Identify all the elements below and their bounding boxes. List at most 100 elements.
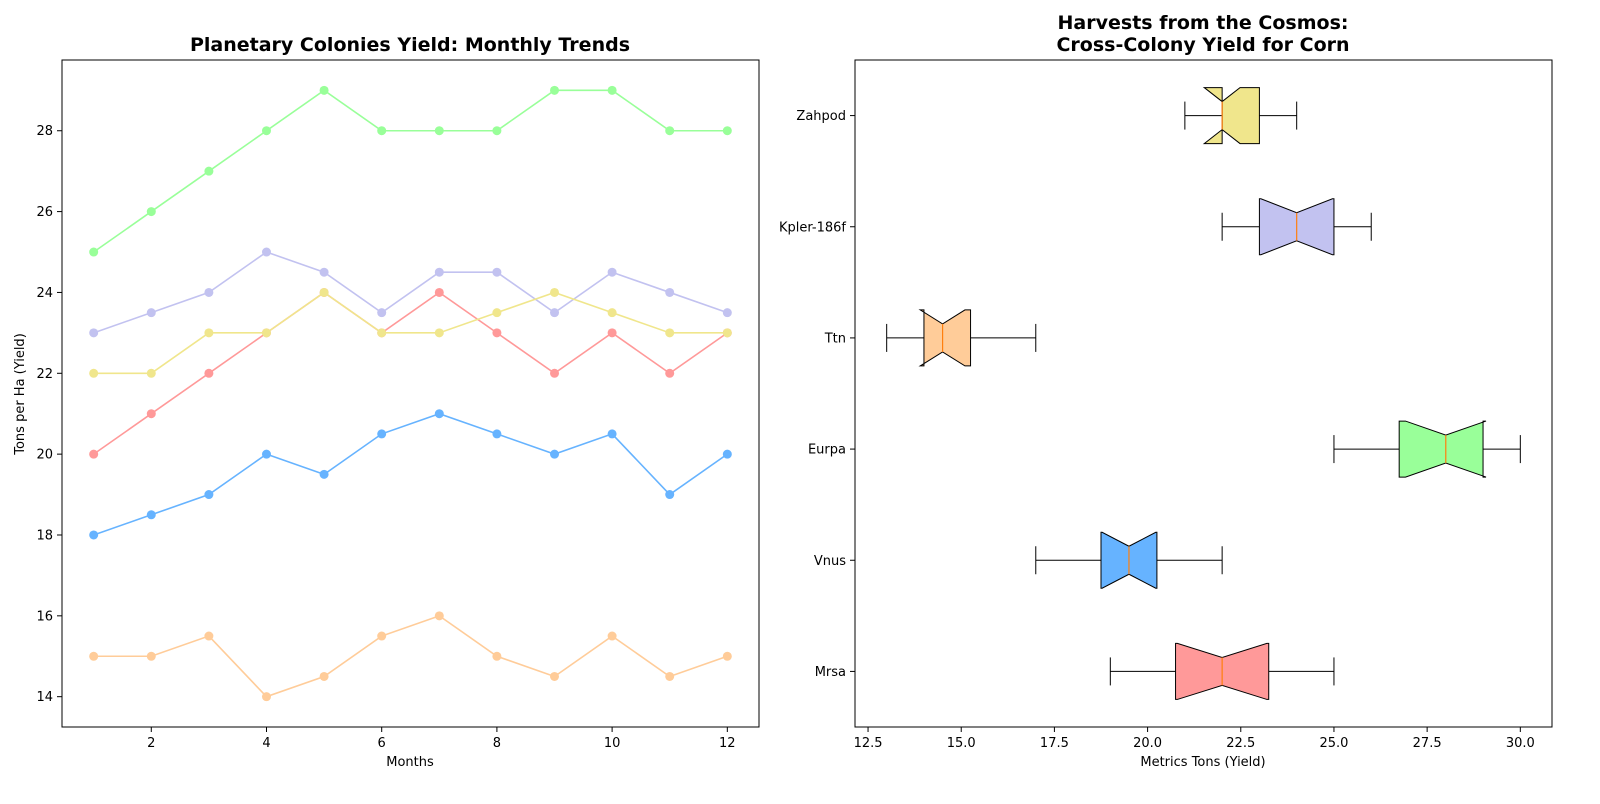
y-tick-label: 18 bbox=[36, 528, 53, 543]
data-point bbox=[146, 409, 156, 419]
y-tick-label: 26 bbox=[36, 205, 53, 220]
data-point bbox=[722, 308, 732, 318]
x-tick-label: 4 bbox=[262, 736, 270, 751]
x-tick-label: 8 bbox=[493, 736, 501, 751]
data-point bbox=[607, 631, 617, 641]
x-tick-label: 22.5 bbox=[1226, 736, 1255, 751]
box-y-ticks: Mrsa Vnus Eurpa Ttn Kpler-186f Zahpod bbox=[779, 109, 855, 680]
box-x-axis-label: Metrics Tons (Yield) bbox=[1140, 755, 1265, 770]
data-point bbox=[377, 429, 387, 439]
data-point bbox=[722, 328, 732, 338]
series-line bbox=[93, 291, 728, 455]
data-point bbox=[204, 631, 214, 641]
line-series-2 bbox=[89, 409, 732, 540]
data-point bbox=[204, 166, 214, 176]
box-zahpod bbox=[1184, 87, 1298, 145]
data-point bbox=[607, 308, 617, 318]
y-tick-label: 16 bbox=[36, 609, 53, 624]
data-point bbox=[261, 692, 271, 702]
box-kpler-186f bbox=[1221, 198, 1372, 256]
data-point bbox=[665, 490, 675, 500]
data-point bbox=[550, 449, 560, 459]
x-tick-label: 20.0 bbox=[1133, 736, 1162, 751]
y-tick-label: Eurpa bbox=[808, 443, 846, 458]
box-chart-title-line2: Cross-Colony Yield for Corn bbox=[1056, 34, 1349, 56]
box-chart-title-line1: Harvests from the Cosmos: bbox=[1058, 12, 1349, 34]
data-point bbox=[434, 267, 444, 277]
data-point bbox=[146, 510, 156, 520]
data-point bbox=[261, 328, 271, 338]
data-point bbox=[492, 328, 502, 338]
x-tick-label: 12.5 bbox=[854, 736, 883, 751]
data-point bbox=[722, 651, 732, 661]
data-point bbox=[492, 267, 502, 277]
data-point bbox=[204, 368, 214, 378]
series-line bbox=[93, 291, 728, 375]
data-point bbox=[89, 328, 99, 338]
line-series-6 bbox=[89, 287, 732, 378]
data-point bbox=[434, 287, 444, 297]
box-plot-frame bbox=[854, 59, 1553, 728]
box-mrsa bbox=[1109, 642, 1335, 700]
data-point bbox=[146, 308, 156, 318]
y-tick-label: 28 bbox=[36, 124, 53, 139]
data-point bbox=[261, 247, 271, 257]
line-y-ticks: 14 16 18 20 22 24 26 28 bbox=[36, 124, 62, 705]
data-point bbox=[89, 651, 99, 661]
data-point bbox=[146, 368, 156, 378]
line-x-ticks: 2 4 6 8 10 12 bbox=[147, 727, 736, 751]
data-point bbox=[434, 126, 444, 136]
data-point bbox=[377, 308, 387, 318]
data-point bbox=[607, 267, 617, 277]
line-series-1 bbox=[89, 287, 732, 459]
x-tick-label: 15.0 bbox=[947, 736, 976, 751]
data-point bbox=[550, 85, 560, 95]
data-point bbox=[377, 631, 387, 641]
x-tick-label: 30.0 bbox=[1506, 736, 1535, 751]
data-point bbox=[434, 328, 444, 338]
data-point bbox=[204, 490, 214, 500]
line-plot-frame bbox=[61, 59, 760, 728]
data-point bbox=[319, 267, 329, 277]
series-line bbox=[93, 614, 728, 698]
line-series-group bbox=[89, 85, 732, 702]
data-point bbox=[319, 671, 329, 681]
line-series-3 bbox=[89, 85, 732, 257]
line-x-axis-label: Months bbox=[386, 755, 434, 770]
y-tick-label: Ttn bbox=[824, 331, 846, 346]
data-point bbox=[204, 287, 214, 297]
data-point bbox=[377, 126, 387, 136]
series-line bbox=[93, 412, 728, 536]
box-eurpa bbox=[1333, 420, 1521, 478]
data-point bbox=[492, 126, 502, 136]
data-point bbox=[146, 651, 156, 661]
data-point bbox=[434, 611, 444, 621]
box-vnus bbox=[1035, 531, 1223, 589]
data-point bbox=[722, 449, 732, 459]
data-point bbox=[550, 671, 560, 681]
y-tick-label: 14 bbox=[36, 690, 53, 705]
data-point bbox=[550, 368, 560, 378]
data-point bbox=[607, 328, 617, 338]
x-tick-label: 25.0 bbox=[1319, 736, 1348, 751]
x-tick-label: 12 bbox=[719, 736, 736, 751]
data-point bbox=[319, 85, 329, 95]
y-tick-label: 20 bbox=[36, 448, 53, 463]
line-chart: Planetary Colonies Yield: Monthly Trends… bbox=[13, 34, 760, 770]
data-point bbox=[434, 409, 444, 419]
notched-box bbox=[1398, 420, 1487, 478]
box-chart: Harvests from the Cosmos: Cross-Colony Y… bbox=[779, 12, 1553, 770]
box-series-group bbox=[886, 87, 1521, 700]
data-point bbox=[607, 85, 617, 95]
data-point bbox=[607, 429, 617, 439]
data-point bbox=[550, 308, 560, 318]
line-chart-title: Planetary Colonies Yield: Monthly Trends bbox=[190, 34, 630, 56]
data-point bbox=[665, 287, 675, 297]
data-point bbox=[492, 308, 502, 318]
data-point bbox=[665, 328, 675, 338]
data-point bbox=[146, 207, 156, 217]
y-tick-label: 24 bbox=[36, 286, 53, 301]
x-tick-label: 27.5 bbox=[1413, 736, 1442, 751]
notched-box bbox=[918, 309, 972, 367]
